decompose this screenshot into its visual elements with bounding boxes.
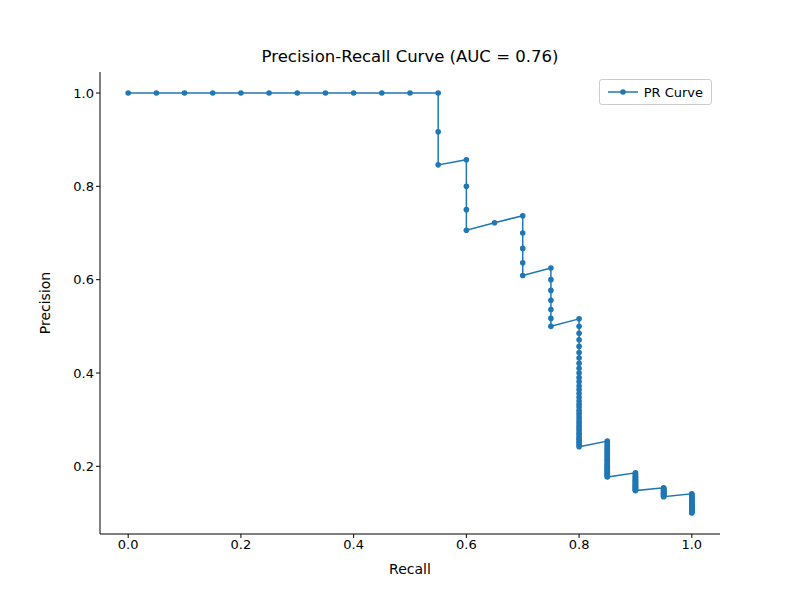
svg-text:Recall: Recall <box>389 561 431 577</box>
svg-text:0.4: 0.4 <box>343 537 364 552</box>
svg-text:0.2: 0.2 <box>73 459 94 474</box>
svg-text:0.6: 0.6 <box>73 272 94 287</box>
html-text:PR Curve: PR Curve <box>643 84 703 100</box>
svg-text:0.0: 0.0 <box>118 537 139 552</box>
svg-text:0.2: 0.2 <box>231 537 252 552</box>
svg-text:Precision: Precision <box>37 272 53 334</box>
svg-text:0.8: 0.8 <box>569 537 590 552</box>
svg-text:0.6: 0.6 <box>456 537 477 552</box>
svg-text:1.0: 1.0 <box>73 86 94 101</box>
svg-text:0.4: 0.4 <box>73 366 94 381</box>
svg-text:0.8: 0.8 <box>73 179 94 194</box>
svg-text:1.0: 1.0 <box>681 537 702 552</box>
html-text:Precision-Recall Curve (AUC =: Precision-Recall Curve (AUC = 0.76) <box>261 47 559 66</box>
